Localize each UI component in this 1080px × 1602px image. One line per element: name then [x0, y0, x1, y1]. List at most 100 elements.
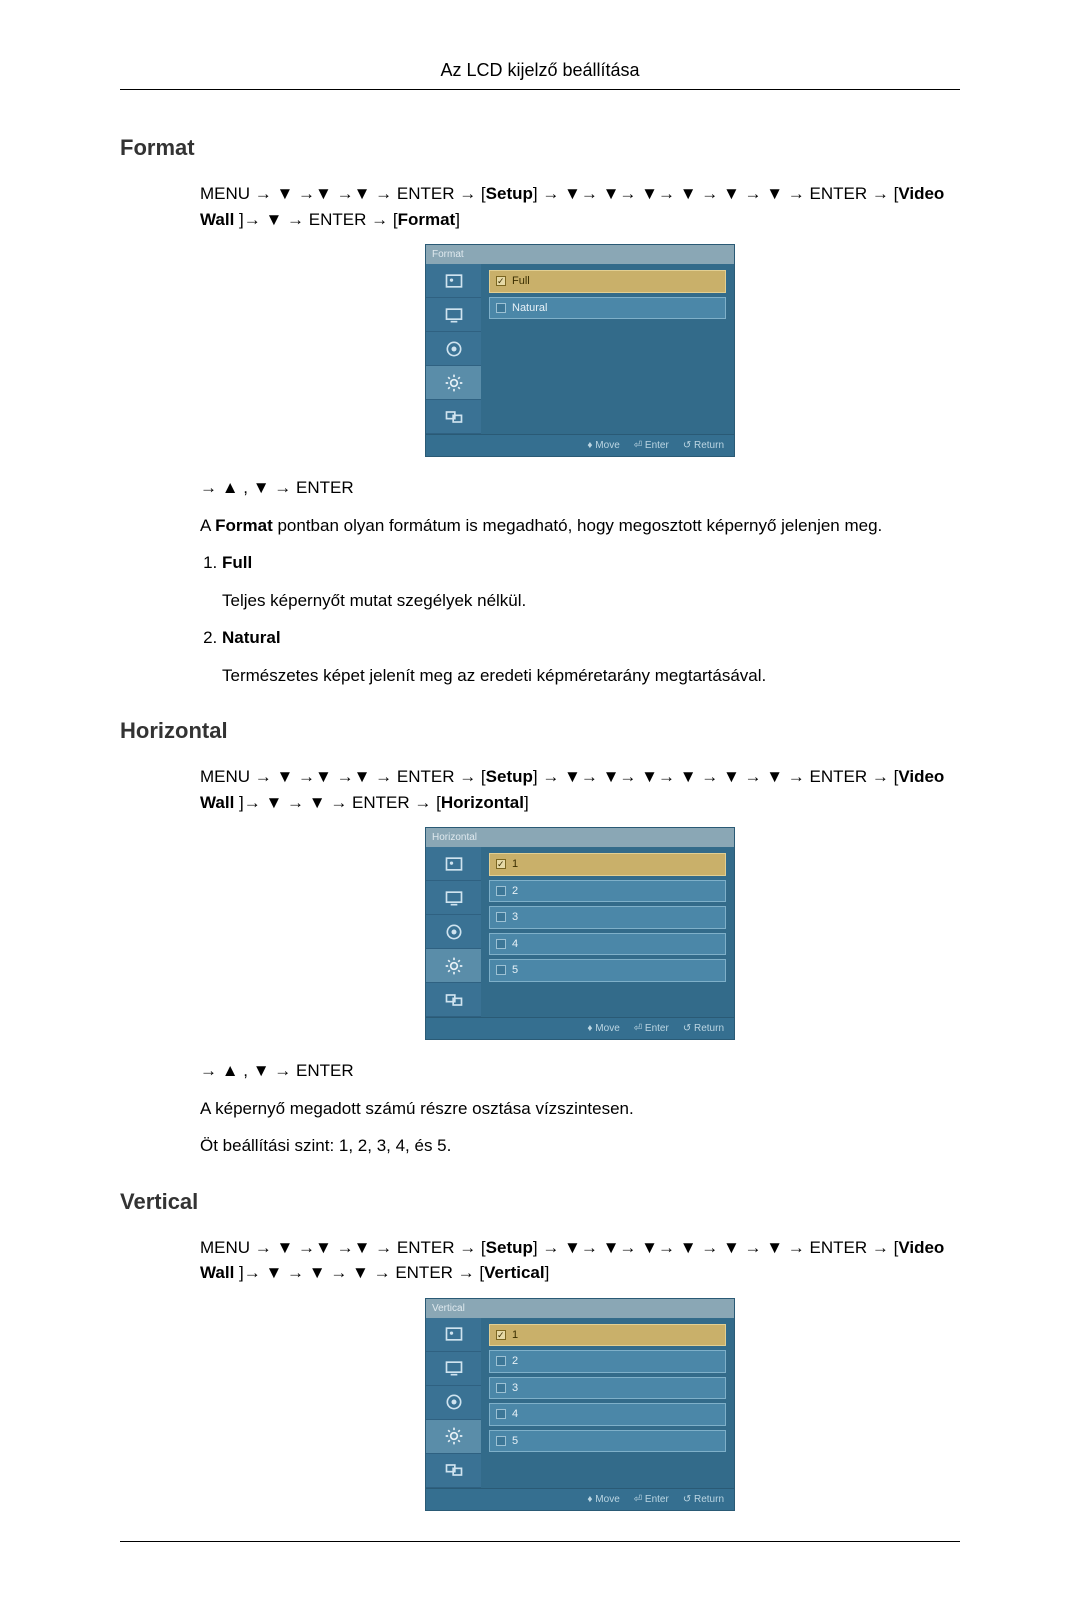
osd-item: 3 [489, 1377, 726, 1400]
section-heading-format: Format [120, 135, 960, 161]
nav-target: Horizontal [441, 793, 524, 812]
osd-item: Natural [489, 297, 726, 320]
divider-bottom [120, 1541, 960, 1542]
osd-footer: ♦ Move ⏎ Enter ↺ Return [426, 1017, 734, 1039]
nav-target: Format [398, 210, 456, 229]
osd-side-multi-icon [426, 400, 481, 434]
checkbox-icon [496, 912, 506, 922]
osd-footer-hint: ⏎ Enter [634, 1492, 669, 1507]
osd-footer-hint: ↺ Return [683, 1021, 724, 1036]
osd-footer-hint: ↺ Return [683, 1492, 724, 1507]
osd-item-label: 1 [512, 856, 518, 873]
format-options: Full Teljes képernyőt mutat szegélyek né… [222, 550, 960, 688]
nav-target: Vertical [484, 1263, 545, 1282]
option-full: Full Teljes képernyőt mutat szegélyek né… [222, 550, 960, 613]
osd-menu-format: Format Full Natural ♦ Move⏎ Enter↺ Return [425, 244, 735, 457]
horizontal-desc1: A képernyő megadott számú részre osztása… [200, 1096, 960, 1122]
osd-title: Horizontal [426, 828, 734, 847]
text: pontban olyan formátum is megadható, hog… [273, 516, 883, 535]
osd-item: 2 [489, 880, 726, 903]
nav-setup: Setup [486, 184, 533, 203]
after-fig-format: → ▲ , ▼ → ENTER [200, 475, 960, 501]
checkbox-icon [496, 886, 506, 896]
osd-item: 1 [489, 853, 726, 876]
checkbox-icon [496, 1383, 506, 1393]
osd-main: 1 2 3 4 5 [481, 847, 734, 1017]
osd-footer-hint: ♦ Move [587, 438, 619, 453]
checkbox-icon [496, 1330, 506, 1340]
option-natural: Natural Természetes képet jelenít meg az… [222, 625, 960, 688]
nav-text: ] → ▼→ ▼→ ▼→ ▼ → ▼ → ▼ → ENTER → [ [533, 1238, 898, 1257]
osd-item-label: Natural [512, 300, 547, 317]
osd-side-settings-icon [426, 1420, 481, 1454]
osd-title: Vertical [426, 1299, 734, 1318]
checkbox-icon [496, 1409, 506, 1419]
osd-side-picture-icon [426, 264, 481, 298]
nav-text: ] → ▼→ ▼→ ▼→ ▼ → ▼ → ▼ → ENTER → [ [533, 184, 898, 203]
checkbox-icon [496, 1436, 506, 1446]
option-desc: Teljes képernyőt mutat szegélyek nélkül. [222, 588, 960, 614]
osd-item-label: 2 [512, 883, 518, 900]
nav-setup: Setup [486, 1238, 533, 1257]
nav-text: MENU → ▼ →▼ →▼ → ENTER → [ [200, 767, 486, 786]
osd-footer: ♦ Move⏎ Enter↺ Return [426, 434, 734, 456]
section-heading-vertical: Vertical [120, 1189, 960, 1215]
nav-text: ]→ ▼ → ▼ → ENTER → [ [234, 793, 441, 812]
osd-side-screen-icon [426, 881, 481, 915]
osd-side-screen-icon [426, 298, 481, 332]
osd-footer-hint: ↺ Return [683, 438, 724, 453]
nav-setup: Setup [486, 767, 533, 786]
osd-menu-vertical: Vertical 1 2 3 4 5 ♦ Move ⏎ Enter ↺ Return [425, 1298, 735, 1511]
osd-side-picture-icon [426, 847, 481, 881]
osd-item-label: 4 [512, 936, 518, 953]
osd-sidebar [426, 847, 481, 1017]
nav-text: ] [455, 210, 460, 229]
osd-main: 1 2 3 4 5 [481, 1318, 734, 1488]
text: A [200, 516, 215, 535]
osd-item: 5 [489, 1430, 726, 1453]
osd-main: Full Natural [481, 264, 734, 434]
text-bold: Format [215, 516, 273, 535]
nav-text: MENU → ▼ →▼ →▼ → ENTER → [ [200, 184, 486, 203]
osd-item-label: Full [512, 273, 530, 290]
osd-footer-hint: ♦ Move [587, 1492, 619, 1507]
osd-item-label: 3 [512, 909, 518, 926]
option-label: Natural [222, 628, 281, 647]
osd-sidebar [426, 264, 481, 434]
nav-text: MENU → ▼ →▼ →▼ → ENTER → [ [200, 1238, 486, 1257]
osd-item: 3 [489, 906, 726, 929]
nav-path-format: MENU → ▼ →▼ →▼ → ENTER → [Setup] → ▼→ ▼→… [200, 181, 960, 232]
nav-text: ] [545, 1263, 550, 1282]
checkbox-icon [496, 965, 506, 975]
page-title: Az LCD kijelző beállítása [120, 60, 960, 81]
after-fig-horizontal: → ▲ , ▼ → ENTER [200, 1058, 960, 1084]
osd-footer: ♦ Move ⏎ Enter ↺ Return [426, 1488, 734, 1510]
osd-side-multi-icon [426, 983, 481, 1017]
checkbox-icon [496, 1356, 506, 1366]
osd-side-picture-icon [426, 1318, 481, 1352]
checkbox-icon [496, 859, 506, 869]
nav-text: ] → ▼→ ▼→ ▼→ ▼ → ▼ → ▼ → ENTER → [ [533, 767, 898, 786]
osd-footer-hint: ⏎ Enter [634, 1021, 669, 1036]
osd-item-label: 2 [512, 1353, 518, 1370]
osd-item: 2 [489, 1350, 726, 1373]
osd-item-label: 1 [512, 1327, 518, 1344]
nav-text: ] [524, 793, 529, 812]
format-desc: A Format pontban olyan formátum is megad… [200, 513, 960, 539]
checkbox-icon [496, 939, 506, 949]
option-desc: Természetes képet jelenít meg az eredeti… [222, 663, 960, 689]
horizontal-desc2: Öt beállítási szint: 1, 2, 3, 4, és 5. [200, 1133, 960, 1159]
checkbox-icon [496, 276, 506, 286]
osd-menu-horizontal: Horizontal 1 2 3 4 5 ♦ Move ⏎ Enter ↺ Return [425, 827, 735, 1040]
osd-item: 1 [489, 1324, 726, 1347]
osd-title: Format [426, 245, 734, 264]
osd-item: Full [489, 270, 726, 293]
osd-item: 4 [489, 1403, 726, 1426]
osd-side-settings-icon [426, 366, 481, 400]
osd-footer-hint: ♦ Move [587, 1021, 619, 1036]
osd-item-label: 5 [512, 962, 518, 979]
nav-text: ]→ ▼ → ENTER → [ [234, 210, 397, 229]
nav-path-vertical: MENU → ▼ →▼ →▼ → ENTER → [Setup] → ▼→ ▼→… [200, 1235, 960, 1286]
nav-path-horizontal: MENU → ▼ →▼ →▼ → ENTER → [Setup] → ▼→ ▼→… [200, 764, 960, 815]
divider-top [120, 89, 960, 90]
